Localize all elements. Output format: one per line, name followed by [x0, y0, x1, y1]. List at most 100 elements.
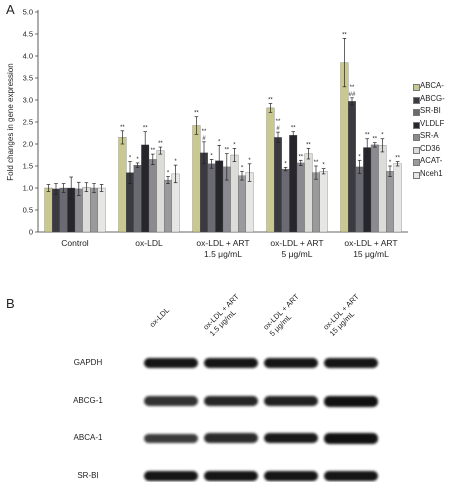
x-tick-label: ox-LDL + ART [270, 238, 323, 248]
bar [207, 163, 216, 233]
significance-mark: ** [395, 156, 400, 162]
significance-mark: * [381, 133, 384, 139]
blot-band [324, 395, 378, 407]
chart-legend: ABCA- ABCG- SR-BI VLDLF SR-A CD36 ACAT- Nceh1 [413, 80, 474, 180]
significance-mark: ## [349, 92, 356, 98]
y-tick-label: 2.5 [23, 118, 33, 127]
legend-item: VLDLF [413, 118, 474, 131]
legend-swatch [413, 134, 420, 141]
significance-mark: * [284, 161, 287, 167]
legend-item: ABCG- [413, 93, 474, 106]
bar [340, 62, 349, 233]
bar [230, 154, 239, 233]
bar [296, 162, 305, 233]
significance-mark: ** [291, 126, 296, 132]
bar [319, 171, 328, 233]
legend-item: ABCA- [413, 80, 474, 93]
significance-mark: * [218, 139, 221, 145]
bar [200, 152, 208, 233]
x-tick-label: ox-LDL [135, 238, 163, 248]
y-tick-label: 1.0 [23, 184, 33, 193]
blot-band [204, 357, 258, 369]
bar [378, 145, 387, 233]
significance-mark: ** [224, 148, 229, 154]
legend-item: ACAT- [413, 155, 474, 168]
legend-label: Nceh1 [420, 168, 443, 178]
bar [312, 172, 320, 233]
legend-swatch [413, 171, 420, 179]
blot-band [264, 357, 318, 369]
bar [355, 166, 364, 233]
blot-band [144, 357, 198, 369]
significance-mark: ** [298, 154, 303, 160]
significance-mark: * [241, 165, 244, 171]
blot-band [324, 432, 378, 444]
y-tick-label: 5.0 [23, 8, 33, 17]
significance-mark: ** [350, 85, 355, 91]
bar [59, 187, 68, 233]
bar [82, 186, 91, 233]
row-label: GAPDH [73, 358, 103, 367]
significance-mark: ** [342, 32, 347, 38]
significance-mark: ** [202, 129, 207, 135]
significance-mark: ** [143, 126, 148, 132]
legend-swatch [413, 84, 420, 91]
legend-swatch [413, 109, 420, 116]
legend-item: CD36 [413, 143, 474, 156]
significance-mark: * [233, 142, 236, 148]
bar [348, 101, 356, 233]
bar [393, 163, 402, 233]
bar [156, 150, 165, 233]
bar [97, 187, 106, 233]
blot-band [204, 470, 258, 482]
y-axis-label: Fold changes in gene expression [6, 63, 15, 180]
significance-mark: ** [150, 148, 155, 154]
row-label: ABCA-1 [73, 433, 103, 442]
bar [44, 187, 53, 233]
bar [164, 179, 172, 233]
panel-a-letter: A [6, 2, 15, 17]
blot-band [264, 395, 318, 407]
significance-mark: * [389, 160, 392, 166]
bar [133, 164, 142, 233]
x-tick-label: ox-LDL + ART [196, 238, 249, 248]
blot-band [144, 396, 198, 406]
legend-label: SR-A [420, 131, 439, 140]
legend-swatch [413, 121, 420, 129]
blot-band [204, 396, 258, 406]
significance-mark: ** [120, 125, 125, 131]
significance-mark: * [174, 159, 177, 165]
bar [90, 187, 98, 233]
blot-band [144, 470, 198, 482]
legend-label: ACAT- [420, 156, 443, 165]
significance-mark: ** [158, 141, 163, 147]
significance-mark: # [276, 126, 280, 132]
blot-band [324, 357, 378, 369]
significance-mark: ** [372, 137, 377, 143]
significance-mark: * [129, 156, 132, 162]
y-tick-label: 0.5 [23, 206, 33, 215]
y-tick-label: 3.5 [23, 74, 33, 83]
legend-swatch [413, 146, 420, 154]
row-label: ABCG-1 [73, 396, 103, 405]
significance-mark: * [136, 157, 139, 163]
bar [304, 153, 313, 233]
y-tick-label: 4.5 [23, 30, 33, 39]
western-blot: ox-LDL ox-LDL + ART 1.5 μg/mL ox-LDL + ART 5… [0, 290, 474, 482]
panel-b-letter: B [6, 296, 15, 311]
x-tick-label: ox-LDL + ART [344, 238, 397, 248]
significance-mark: # [202, 136, 206, 142]
lane-label: ox-LDL + ART 1.5 μg/mL [201, 292, 241, 338]
bar [363, 147, 372, 233]
x-tick-label: Control [61, 238, 89, 248]
y-tick-label: 1.5 [23, 162, 33, 171]
x-tick-label: 15 μg/mL [353, 249, 389, 259]
significance-mark: * [322, 163, 325, 169]
significance-mark: ** [194, 111, 199, 117]
legend-label: CD36 [420, 143, 440, 153]
bar [148, 159, 157, 233]
bar [274, 137, 282, 233]
significance-mark: ** [314, 160, 319, 166]
significance-mark: ** [268, 98, 273, 104]
lane-label: ox-LDL + ART 5 μg/mL [261, 292, 301, 338]
